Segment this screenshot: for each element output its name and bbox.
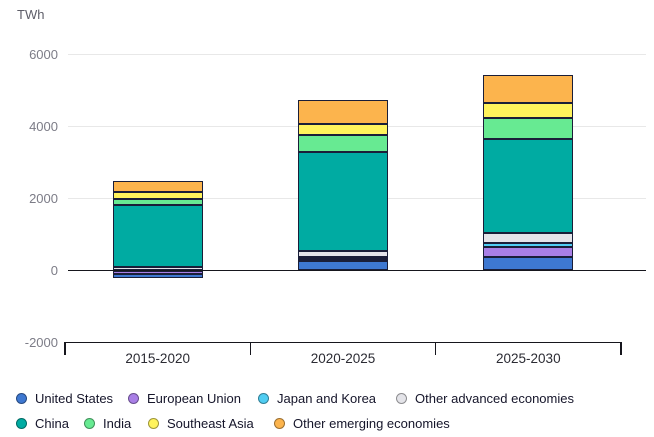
category-label-2025-2030: 2025-2030 [496, 351, 561, 366]
legend-label-china: China [35, 416, 69, 431]
legend-item-japan-and-korea[interactable]: Japan and Korea [258, 391, 376, 406]
legend-dot-other-emerging-economies [274, 418, 285, 429]
gridline-6000 [68, 54, 646, 55]
category-axis-line [65, 341, 621, 344]
legend-dot-other-advanced-economies [396, 393, 407, 404]
bar-segment-india-2015-2020[interactable] [112, 199, 203, 206]
zero-axis-line [68, 269, 646, 272]
bar-segment-united-states-2020-2025[interactable] [298, 260, 388, 271]
category-axis-tick-0 [64, 341, 66, 355]
bar-segment-southeast-asia-2015-2020[interactable] [112, 192, 203, 200]
legend-label-other-emerging-economies: Other emerging economies [293, 416, 450, 431]
bar-segment-china-2015-2020[interactable] [112, 205, 203, 267]
legend-label-southeast-asia: Southeast Asia [167, 416, 254, 431]
legend-label-european-union: European Union [147, 391, 241, 406]
bar-segment-india-2020-2025[interactable] [298, 135, 388, 152]
ytick-label-2000: 2000 [29, 190, 58, 206]
bar-segment-india-2025-2030[interactable] [483, 118, 574, 139]
bar-segment-other-emerging-economies-2015-2020[interactable] [112, 180, 203, 193]
legend-dot-japan-and-korea [258, 393, 269, 404]
bar-segment-european-union-2025-2030[interactable] [483, 247, 574, 257]
ytick-label--2000: -2000 [24, 334, 58, 350]
legend-dot-china [16, 418, 27, 429]
bar-segment-japan-and-korea-2020-2025[interactable] [298, 257, 388, 260]
y-axis-unit-label: TWh [17, 7, 45, 22]
bar-segment-china-2025-2030[interactable] [483, 138, 574, 234]
legend-item-united-states[interactable]: United States [16, 391, 113, 406]
bar-segment-japan-and-korea-2025-2030[interactable] [483, 242, 574, 248]
ytick-label-0: 0 [50, 262, 58, 278]
bar-segment-other-advanced-economies-2015-2020[interactable] [112, 266, 203, 271]
ytick-label-4000: 4000 [29, 118, 58, 134]
bar-segment-southeast-asia-2025-2030[interactable] [483, 103, 574, 119]
ytick-label-6000: 6000 [29, 46, 58, 62]
legend-item-other-advanced-economies[interactable]: Other advanced economies [396, 391, 574, 406]
category-label-2015-2020: 2015-2020 [125, 351, 190, 366]
bar-segment-other-emerging-economies-2025-2030[interactable] [483, 75, 574, 104]
legend-item-china[interactable]: China [16, 416, 69, 431]
legend-item-southeast-asia[interactable]: Southeast Asia [148, 416, 254, 431]
legend-dot-india [84, 418, 95, 429]
category-axis-tick-1 [249, 341, 252, 355]
bar-segment-united-states-2025-2030[interactable] [483, 256, 574, 271]
bar-segment-southeast-asia-2020-2025[interactable] [298, 124, 388, 136]
legend-item-european-union[interactable]: European Union [128, 391, 241, 406]
bar-segment-china-2020-2025[interactable] [298, 151, 388, 251]
legend-item-other-emerging-economies[interactable]: Other emerging economies [274, 416, 450, 431]
legend-dot-united-states [16, 393, 27, 404]
category-axis-tick-2 [434, 341, 437, 355]
bar-segment-other-advanced-economies-2025-2030[interactable] [483, 233, 574, 243]
category-label-2020-2025: 2020-2025 [310, 351, 376, 366]
legend-label-other-advanced-economies: Other advanced economies [415, 391, 574, 406]
legend-label-india: India [103, 416, 132, 431]
legend-label-united-states: United States [35, 391, 114, 406]
bar-segment-european-union-2020-2025[interactable] [298, 258, 388, 261]
bar-segment-european-union-2015-2020[interactable] [112, 270, 203, 275]
bar-segment-other-emerging-economies-2020-2025[interactable] [298, 99, 388, 125]
bar-segment-other-advanced-economies-2020-2025[interactable] [298, 250, 388, 258]
legend-dot-southeast-asia [148, 418, 159, 429]
legend-dot-european-union [128, 393, 139, 404]
bar-segment-united-states-2015-2020[interactable] [112, 274, 203, 279]
category-axis-tick-3 [620, 341, 622, 355]
legend-item-india[interactable]: India [84, 416, 131, 431]
legend-label-japan-and-korea: Japan and Korea [277, 391, 377, 406]
